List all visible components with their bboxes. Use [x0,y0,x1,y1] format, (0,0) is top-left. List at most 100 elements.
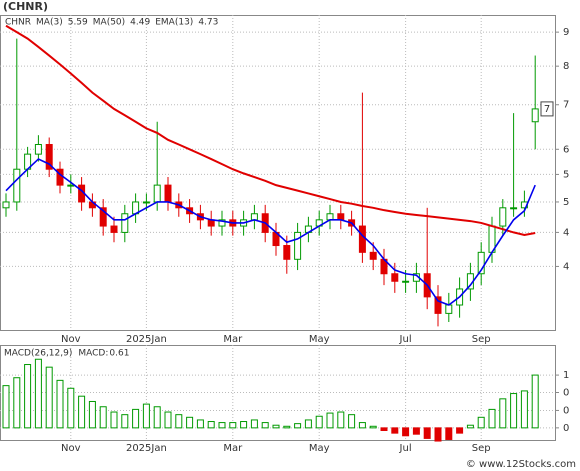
candle-body [531,108,539,123]
candle-body [391,273,399,282]
macd-bar [24,364,32,429]
macd-bar [34,358,42,429]
price-label: 7 [544,104,550,115]
macd-bar [240,421,248,429]
candle-body [358,225,366,253]
macd-bar [56,379,64,429]
macd-bar [477,416,485,429]
x-tick-label: May [309,334,330,345]
macd-bar [358,422,366,429]
macd-bar [78,395,86,429]
macd-label: MACD: [78,349,108,359]
candle-body [110,225,118,233]
macd-bar [488,408,496,429]
macd-bar [434,427,442,442]
candle-body [121,213,129,233]
macd-bar [380,427,388,432]
macd-bar [423,427,431,439]
x-tick-label: Sep [472,443,491,454]
macd-bar [456,427,464,434]
candle-body [477,251,485,275]
x-tick-label: 2025Jan [126,334,167,345]
x-tick-label: Nov [61,334,81,345]
macd-bar [13,377,21,429]
y-tick-label: 4 [563,261,569,272]
macd-bar [304,419,312,429]
macd-bar [412,427,420,435]
macd-bar [510,393,518,429]
macd-bar [250,419,258,429]
candle-body [13,168,21,203]
legend-text: 4.73 [198,18,218,28]
macd-bar [402,427,410,437]
macd-bar [2,385,10,429]
candle-body [250,213,258,221]
macd-bar [196,419,204,429]
price-panel [0,15,556,331]
candle-body [67,184,75,187]
x-tick-label: Sep [472,334,491,345]
legend-text: MA(3) [36,18,63,28]
footer: © www.12Stocks.com [466,459,576,470]
x-tick-label: May [309,443,330,454]
macd-bar [445,427,453,440]
ma-line [5,158,536,306]
y-tick-label: 0 [563,405,569,416]
x-tick-label: Nov [61,443,81,454]
macd-bar [88,400,96,429]
macd-bar [132,408,140,429]
macd-bar [110,411,118,429]
macd-bar [294,423,302,429]
candle-body [142,201,150,204]
macd-bar [369,425,377,429]
x-tick-label: Jul [399,334,412,345]
candle-body [45,144,53,170]
macd-bar [272,424,280,429]
candle-body [510,207,518,210]
macd-bar [531,374,539,429]
y-tick-label: 4 [563,227,569,238]
legend-text: 4.49 [130,18,150,28]
candle-body [283,245,291,260]
x-tick-label: Mar [223,443,243,454]
candle-body [326,213,334,221]
macd-bar [175,414,183,429]
candle-body [218,219,226,227]
candle-body [434,296,442,314]
macd-bar [348,414,356,429]
macd-bar [229,422,237,429]
candle-body [499,207,507,227]
legend-text: 5.59 [68,18,88,28]
y-tick-label: 1 [563,370,569,381]
macd-bar [261,422,269,429]
price-box [540,101,554,117]
macd-bar [45,366,53,429]
macd-bar [499,398,507,429]
candle-body [34,144,42,155]
x-tick-label: 2025Jan [126,443,167,454]
macd-bar [186,416,194,429]
macd-bar [67,387,75,429]
ma-line [5,24,536,237]
y-tick-label: 5 [563,197,569,208]
y-tick-label: 7 [563,100,569,111]
x-tick-label: Mar [223,334,243,345]
y-tick-label: 5 [563,169,569,180]
macd-bar [164,411,172,429]
macd-bar [207,421,215,429]
y-tick-label: 6 [563,144,569,155]
candle-body [2,201,10,209]
macd-bar [218,422,226,429]
macd-bar [153,406,161,429]
candle-body [402,280,410,283]
candle-body [99,207,107,227]
candle-body [337,213,345,221]
macd-bar [121,414,129,429]
macd-bar [315,415,323,429]
macd-value: 0.61 [109,349,129,359]
candle-body [164,184,172,203]
macd-bar [391,427,399,434]
legend-text: EMA(13) [155,18,193,28]
y-tick-label: 9 [563,27,569,38]
candle-body [369,251,377,260]
